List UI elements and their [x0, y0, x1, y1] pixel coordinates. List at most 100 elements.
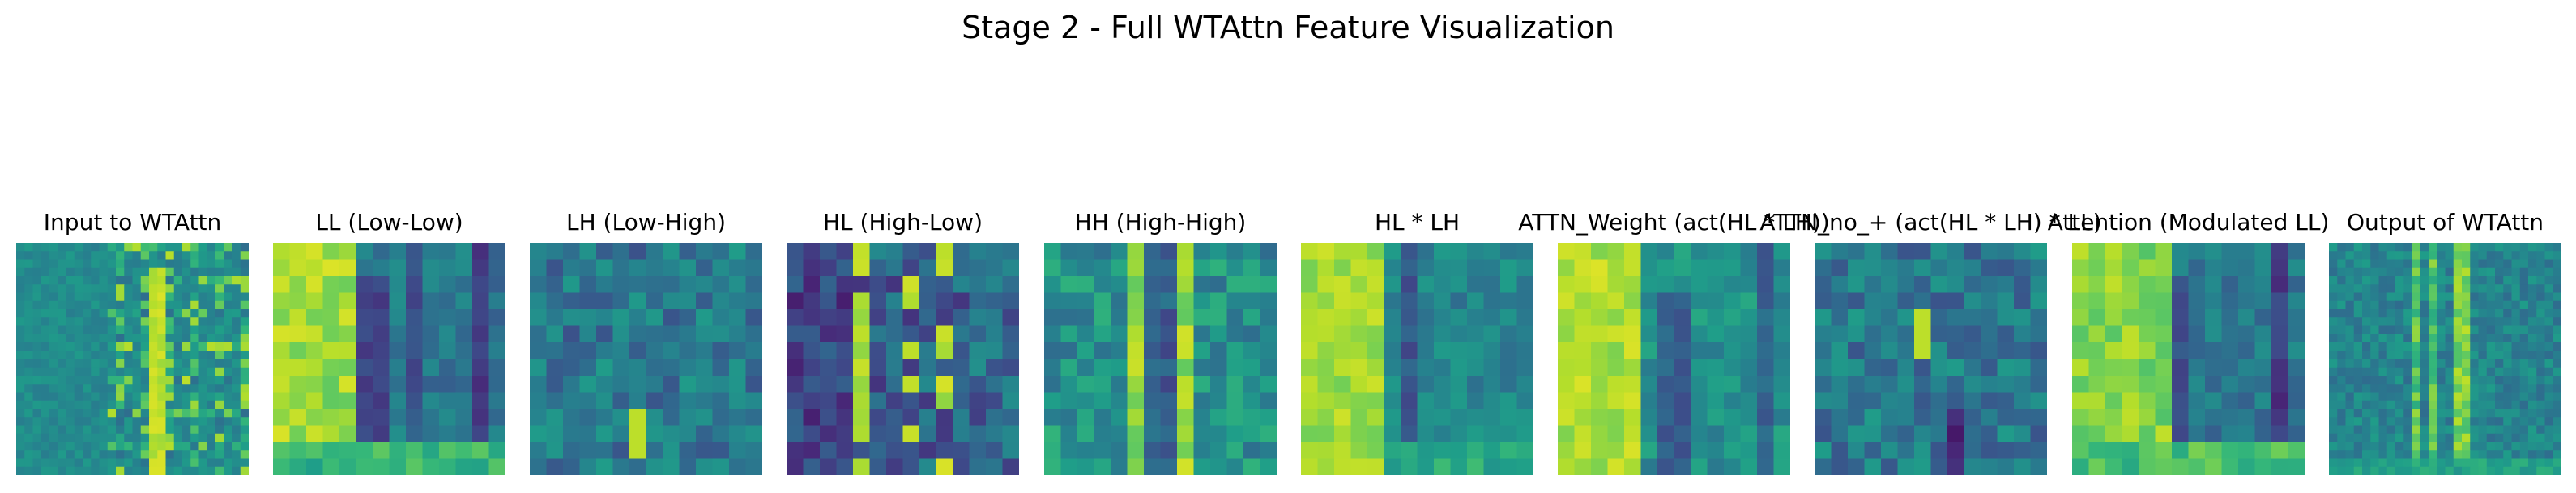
heatmap-cell [1724, 409, 1742, 427]
heatmap-cell [173, 351, 183, 360]
heatmap-cell [182, 433, 191, 443]
heatmap-cell [2238, 376, 2256, 393]
heatmap-cell [1500, 276, 1518, 294]
heatmap-cell [612, 442, 630, 460]
heatmap-cell [2429, 259, 2437, 269]
heatmap-cell [149, 259, 158, 269]
heatmap-cell [74, 284, 83, 294]
heatmap-cell [1881, 425, 1899, 443]
heatmap-cell [2429, 251, 2437, 261]
heatmap-cell [58, 392, 67, 402]
heatmap-cell [2172, 276, 2190, 294]
heatmap-cell [2544, 276, 2554, 285]
heatmap-cell [1724, 458, 1742, 475]
heatmap-image [2072, 243, 2305, 475]
heatmap-cell [373, 292, 390, 310]
heatmap-cell [612, 359, 630, 376]
heatmap-cell [2378, 384, 2388, 393]
heatmap-cell [2105, 342, 2123, 360]
heatmap-cell [1260, 425, 1277, 443]
heatmap-cell [2453, 351, 2463, 360]
heatmap-cell [612, 325, 630, 343]
heatmap-cell [322, 425, 340, 443]
heatmap-cell [2553, 458, 2561, 468]
heatmap-cell [1674, 425, 1691, 443]
heatmap-cell [1384, 409, 1401, 427]
heatmap-cell [563, 259, 581, 277]
heatmap-cell [1226, 325, 1244, 343]
heatmap-cell [198, 243, 208, 252]
heatmap-cell [1500, 425, 1518, 443]
heatmap-cell [1401, 276, 1418, 294]
heatmap-cell [596, 292, 614, 310]
heatmap-cell [116, 259, 125, 269]
heatmap-cell [1516, 325, 1533, 343]
heatmap-cell [306, 325, 324, 343]
heatmap-cell [1002, 325, 1019, 343]
heatmap-cell [663, 425, 680, 443]
heatmap-cell [422, 243, 440, 261]
heatmap-cell [2386, 359, 2396, 368]
heatmap-cell [2470, 458, 2480, 468]
heatmap-cell [2445, 433, 2454, 443]
heatmap-cell [1624, 376, 1642, 393]
heatmap-cell [157, 259, 167, 269]
heatmap-cell [2271, 392, 2289, 410]
heatmap-cell [2238, 359, 2256, 376]
heatmap-cell [902, 243, 920, 261]
heatmap-cell [2362, 259, 2371, 269]
heatmap-cell [2345, 342, 2355, 351]
heatmap-cell [132, 450, 142, 460]
heatmap-cell [1558, 259, 1576, 277]
heatmap-cell [149, 284, 158, 294]
heatmap-cell [2362, 417, 2371, 427]
heatmap-cell [422, 292, 440, 310]
heatmap-cell [2172, 458, 2190, 475]
heatmap-cell [2486, 276, 2496, 285]
heatmap-cell [2337, 400, 2347, 410]
heatmap-cell [124, 458, 134, 468]
heatmap-cell [190, 267, 200, 277]
heatmap-cell [1674, 392, 1691, 410]
heatmap-cell [2362, 309, 2371, 318]
heatmap-cell [1127, 392, 1145, 410]
heatmap-cell [472, 376, 490, 393]
heatmap-cell [2155, 342, 2173, 360]
heatmap-cell [207, 351, 216, 360]
heatmap-cell [389, 292, 407, 310]
heatmap-cell [66, 334, 75, 343]
heatmap-cell [2536, 409, 2546, 418]
heatmap-cell [2544, 342, 2554, 351]
heatmap-cell [58, 384, 67, 393]
heatmap-cell [2544, 243, 2554, 252]
heatmap-cell [74, 300, 83, 310]
heatmap-cell [2486, 384, 2496, 393]
heatmap-cell [2353, 325, 2363, 335]
heatmap-cell [2362, 392, 2371, 402]
heatmap-cell [116, 267, 125, 277]
heatmap-cell [712, 276, 730, 294]
heatmap-cell [1401, 325, 1418, 343]
heatmap-cell [2370, 359, 2380, 368]
heatmap-cell [58, 243, 67, 252]
heatmap-cell [1434, 458, 1452, 475]
heatmap-cell [2395, 392, 2404, 402]
heatmap-cell [2519, 384, 2529, 393]
heatmap-cell [16, 392, 25, 402]
heatmap-cell [2503, 466, 2513, 475]
heatmap-panel [16, 243, 249, 475]
heatmap-cell [2362, 458, 2371, 468]
heatmap-cell [729, 325, 747, 343]
heatmap-cell [1334, 259, 1352, 277]
heatmap-cell [546, 376, 564, 393]
heatmap-cell [1467, 292, 1485, 310]
heatmap-cell [1434, 292, 1452, 310]
heatmap-cell [2337, 276, 2347, 285]
heatmap-cell [936, 359, 953, 376]
heatmap-cell [919, 325, 937, 343]
heatmap-cell [215, 259, 224, 269]
heatmap-cell [2536, 325, 2546, 335]
heatmap-cell [99, 359, 109, 368]
heatmap-cell [1897, 259, 1915, 277]
heatmap-cell [339, 376, 357, 393]
